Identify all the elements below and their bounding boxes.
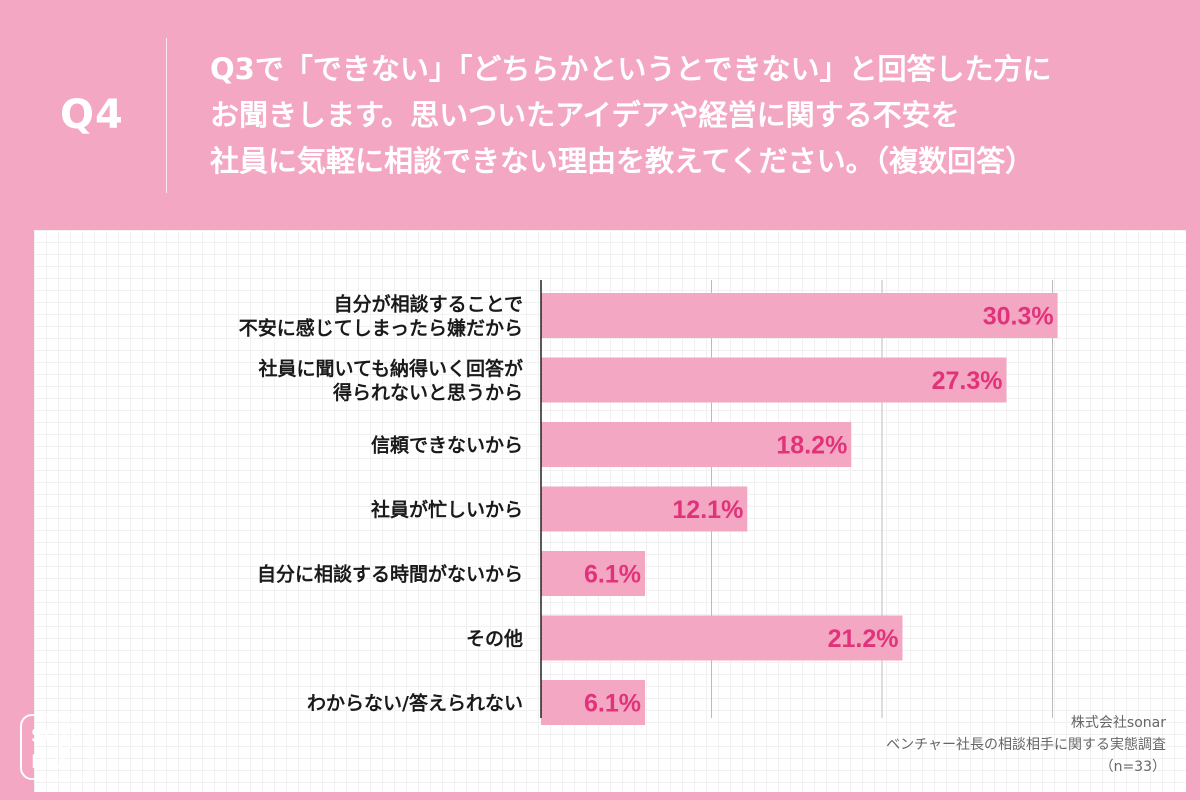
category-label: 信頼できないから bbox=[371, 434, 523, 457]
chart-panel: 30.3% 自分が相談することで 不安に感じてしまったら嫌だから 27.3% 社員に聞い… bbox=[34, 230, 1186, 792]
sonar-logo: so)) nar bbox=[20, 714, 92, 780]
category-label: 社員に聞いても納得いく回答が bbox=[258, 357, 523, 380]
category-label: 自分に相談する時間がないから bbox=[257, 563, 523, 586]
category-label: 自分が相談することで bbox=[334, 293, 523, 316]
source-note: 株式会社sonar ベンチャー社長の相談相手に関する実態調査 （n=33） bbox=[886, 712, 1166, 778]
source-company: 株式会社sonar bbox=[1070, 715, 1166, 731]
category-label: 得られないと思うから bbox=[332, 381, 523, 404]
header-divider bbox=[166, 38, 167, 193]
question-line: 社員に気軽に相談できない理由を教えてください。（複数回答） bbox=[210, 144, 1035, 178]
bar bbox=[541, 551, 646, 596]
value-label: 18.2% bbox=[776, 432, 847, 460]
value-label: 27.3% bbox=[932, 367, 1003, 395]
category-label: わからない/答えられない bbox=[307, 692, 523, 715]
question-number: Q4 bbox=[60, 92, 124, 138]
category-label: 不安に感じてしまったら嫌だから bbox=[239, 317, 523, 340]
question-text: Q3で「できない」「どちらかというとできない」と回答した方に お聞きします。思い… bbox=[210, 46, 1170, 184]
value-label: 6.1% bbox=[584, 690, 641, 718]
value-label: 21.2% bbox=[828, 625, 899, 653]
category-label: その他 bbox=[466, 627, 523, 650]
bar bbox=[541, 422, 852, 467]
source-sample: （n=33） bbox=[1099, 759, 1166, 775]
header: Q4 Q3で「できない」「どちらかというとできない」と回答した方に お聞きします… bbox=[0, 0, 1200, 228]
category-label: 社員が忙しいから bbox=[370, 498, 523, 521]
bar bbox=[541, 293, 1058, 338]
logo-line-2: nar bbox=[31, 744, 69, 774]
question-line: お聞きします。思いついたアイデアや経営に関する不安を bbox=[210, 98, 960, 132]
bar bbox=[541, 680, 646, 725]
bar bbox=[541, 486, 748, 532]
value-label: 12.1% bbox=[672, 496, 743, 524]
logo-line-1: so)) bbox=[31, 718, 76, 748]
value-label: 6.1% bbox=[584, 561, 641, 589]
source-survey: ベンチャー社長の相談相手に関する実態調査 bbox=[886, 737, 1166, 753]
value-label: 30.3% bbox=[983, 303, 1054, 331]
question-line: Q3で「できない」「どちらかというとできない」と回答した方に bbox=[210, 52, 1052, 86]
bar bbox=[541, 615, 903, 661]
bar bbox=[541, 357, 1007, 403]
